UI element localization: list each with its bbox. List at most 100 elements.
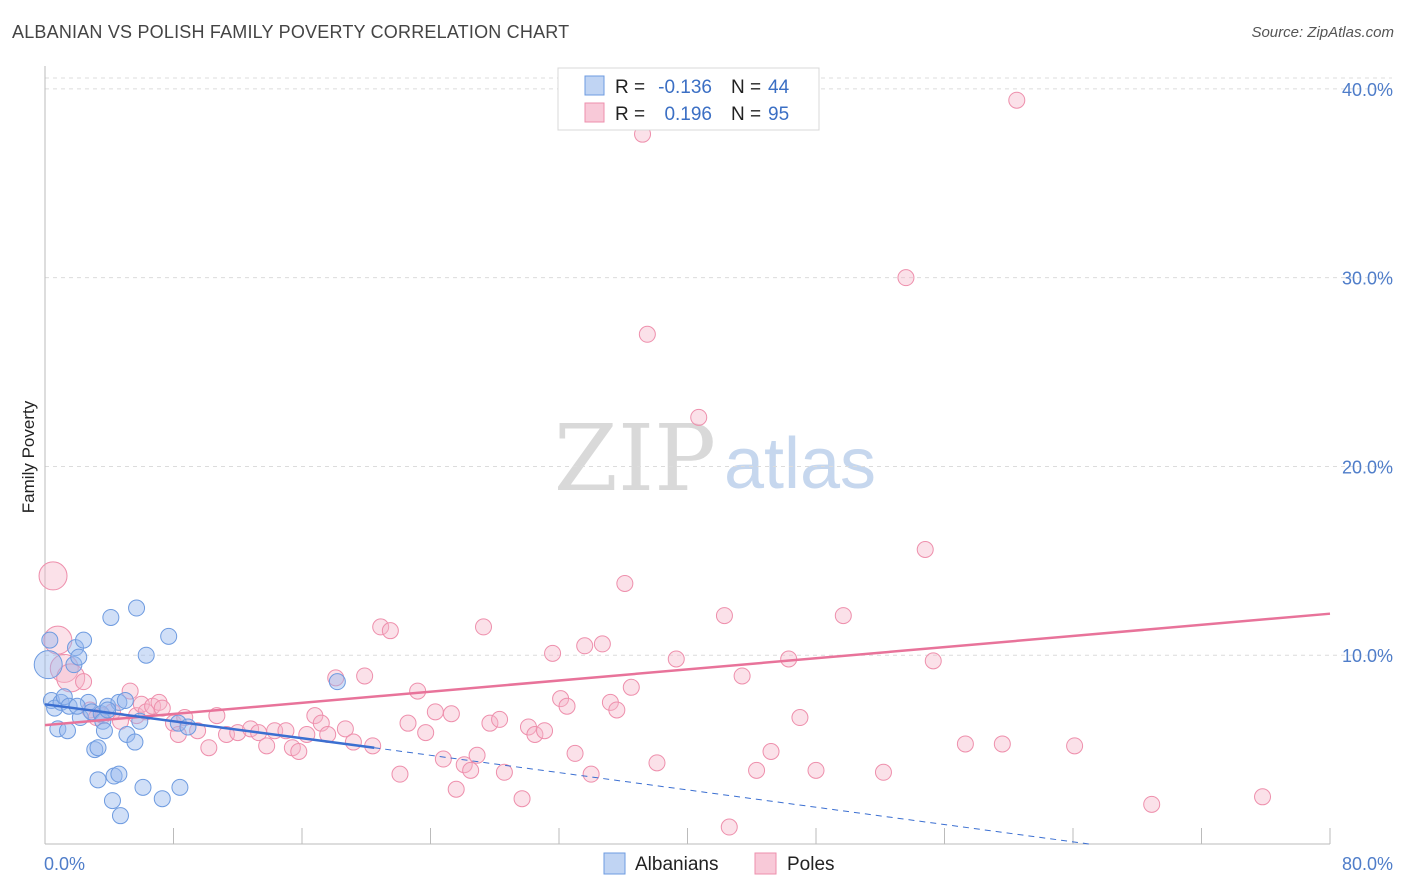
polish-point (807, 761, 825, 779)
legend-r-label-albanians: R = (615, 77, 645, 98)
polish-point (391, 765, 409, 783)
albanian-point (171, 778, 189, 796)
albanian-point (128, 599, 146, 617)
data-points (33, 91, 1272, 836)
polish-point (381, 622, 399, 640)
polish-point (544, 644, 562, 662)
polish-point (956, 735, 974, 753)
polish-point (344, 733, 362, 751)
polish-point (475, 618, 493, 636)
polish-point (593, 635, 611, 653)
legend-r-value-poles: 0.196 (664, 104, 712, 125)
legend-swatch-albanians (584, 75, 605, 96)
polish-point (622, 678, 640, 696)
albanian-point (55, 688, 73, 706)
polish-point (481, 714, 499, 732)
polish-point (150, 693, 168, 711)
grid-lines (45, 77, 1392, 656)
polish-point (121, 682, 139, 700)
polish-point (916, 541, 934, 559)
polish-point (455, 756, 473, 774)
albanian-point (75, 631, 93, 649)
polish-point (608, 701, 626, 719)
poles-trend-line (44, 612, 1331, 727)
polish-point (648, 754, 666, 772)
polish-point (495, 763, 513, 781)
albanian-point (137, 646, 155, 664)
albanian-point (160, 627, 178, 645)
bottom-legend-swatch-poles (754, 852, 777, 875)
albanian-point (103, 792, 121, 810)
source-credit: Source: ZipAtlas.com (1251, 24, 1394, 41)
albanian-point (70, 648, 88, 666)
correlation-legend: R = -0.136 N = 44 R = 0.196 N = 95 (557, 67, 820, 131)
albanian-point (99, 701, 117, 719)
chart-title: ALBANIAN VS POLISH FAMILY POVERTY CORREL… (12, 22, 570, 42)
albanian-point (111, 807, 129, 825)
polish-point (762, 742, 780, 760)
polish-point (38, 561, 68, 591)
albanians-trend-line (44, 703, 375, 749)
albanian-point (102, 608, 120, 626)
polish-point (566, 744, 584, 762)
legend-swatch-poles (584, 102, 605, 123)
series-legend: Albanians Poles (603, 852, 835, 875)
polish-point (690, 408, 708, 426)
y-axis-label: Family Poverty (19, 400, 38, 513)
polish-point (791, 709, 809, 727)
legend-r-value-albanians: -0.136 (658, 77, 712, 98)
polish-point (536, 722, 554, 740)
polish-point (1254, 788, 1272, 806)
polish-point (558, 697, 576, 715)
polish-point (258, 737, 276, 755)
polish-point (417, 724, 435, 742)
bottom-legend-label-poles: Poles (787, 854, 835, 875)
bottom-legend-label-albanians: Albanians (635, 854, 718, 875)
albanian-point (95, 722, 113, 740)
polish-point (1008, 91, 1026, 109)
y-tick-label: 40.0% (1342, 80, 1393, 100)
albanian-point (99, 697, 117, 715)
watermark-zip: ZIP (554, 405, 716, 512)
polish-point (200, 739, 218, 757)
polish-point (447, 780, 465, 798)
polish-point (434, 750, 452, 768)
polish-point (356, 667, 374, 685)
polish-point (924, 652, 942, 670)
polish-point (733, 667, 751, 685)
legend-n-label-albanians: N = (731, 77, 761, 98)
albanian-point (68, 697, 86, 715)
polish-point (189, 722, 207, 740)
polish-point (1143, 795, 1161, 813)
polish-point (336, 720, 354, 738)
x-tick-label-min: 0.0% (44, 854, 85, 874)
albanian-point (110, 765, 128, 783)
albanian-point (89, 739, 107, 757)
x-tick-label-max: 80.0% (1342, 854, 1393, 874)
albanian-point (86, 741, 104, 759)
polish-point (372, 618, 390, 636)
polish-point (834, 607, 852, 625)
watermark-atlas: atlas (724, 424, 876, 504)
albanian-point (153, 790, 171, 808)
trend-lines (44, 612, 1331, 845)
albanian-point (134, 778, 152, 796)
polish-point (638, 325, 656, 343)
polish-point (442, 705, 460, 723)
polish-point (720, 818, 738, 836)
albanian-point (58, 722, 76, 740)
bottom-legend-swatch-albanians (603, 852, 626, 875)
polish-point (1066, 737, 1084, 755)
albanian-point (116, 692, 134, 710)
polish-point (874, 763, 892, 781)
albanian-point (328, 673, 346, 691)
y-tick-label: 10.0% (1342, 646, 1393, 666)
albanian-point (33, 650, 63, 680)
albanian-point (126, 733, 144, 751)
polish-point (491, 710, 509, 728)
y-tick-label: 30.0% (1342, 269, 1393, 289)
axes: 10.0% 20.0% 30.0% 40.0% 0.0% 80.0% (44, 66, 1393, 874)
polish-point (468, 746, 486, 764)
legend-r-label-poles: R = (615, 104, 645, 125)
